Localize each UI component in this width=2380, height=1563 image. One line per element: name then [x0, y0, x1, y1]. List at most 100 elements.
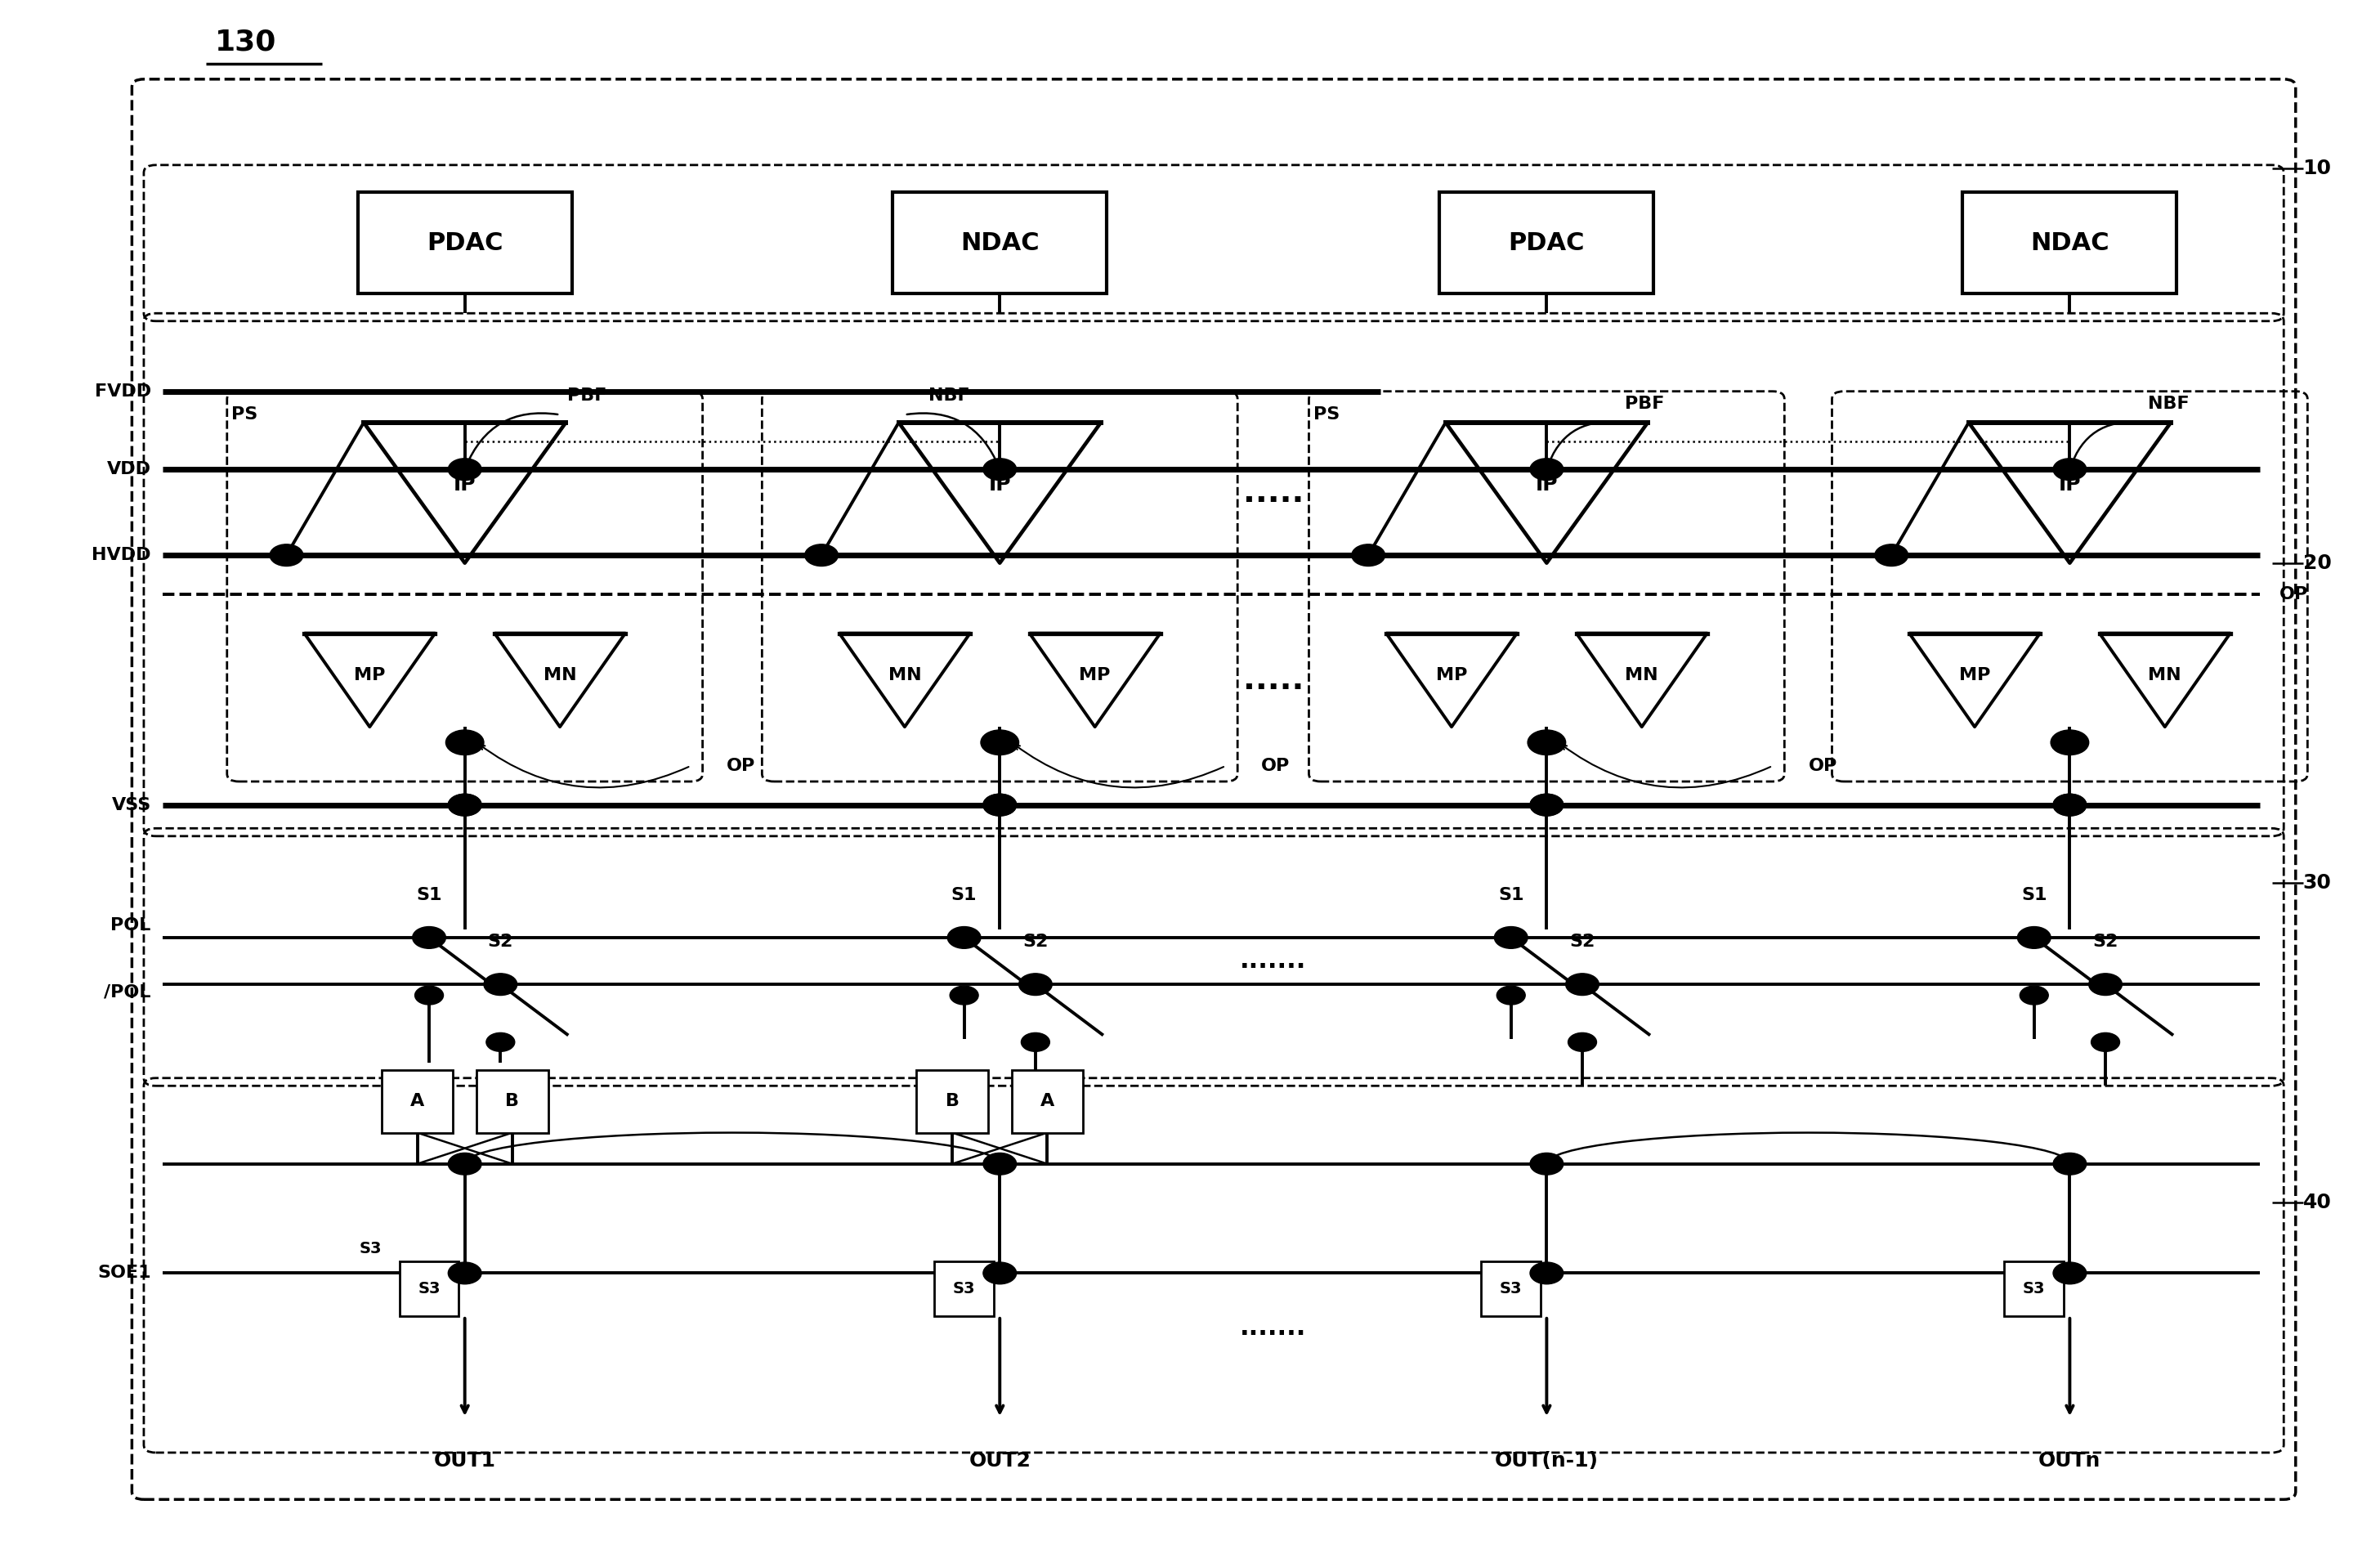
- Text: NBF: NBF: [2149, 395, 2190, 411]
- Circle shape: [447, 794, 481, 816]
- Circle shape: [2054, 1263, 2087, 1285]
- Text: PDAC: PDAC: [426, 231, 502, 255]
- Text: PBF: PBF: [566, 388, 607, 403]
- Circle shape: [983, 794, 1016, 816]
- Circle shape: [447, 458, 481, 480]
- Circle shape: [983, 1153, 1016, 1175]
- Circle shape: [2092, 1033, 2121, 1052]
- Text: NDAC: NDAC: [2030, 231, 2109, 255]
- Text: OUT(n-1): OUT(n-1): [1495, 1450, 1599, 1471]
- Text: S3: S3: [359, 1241, 381, 1257]
- Circle shape: [486, 1033, 514, 1052]
- Text: MN: MN: [543, 667, 576, 683]
- Circle shape: [414, 986, 443, 1005]
- Text: .......: .......: [1240, 1316, 1307, 1339]
- Circle shape: [1497, 986, 1526, 1005]
- Circle shape: [1495, 927, 1528, 949]
- Text: /POL: /POL: [105, 985, 150, 1000]
- Text: 130: 130: [214, 28, 276, 56]
- Text: S1: S1: [952, 886, 976, 903]
- Text: OP: OP: [1809, 758, 1837, 774]
- Text: S1: S1: [1497, 886, 1523, 903]
- Text: S2: S2: [2092, 933, 2118, 950]
- Text: MN: MN: [888, 667, 921, 683]
- Text: PS: PS: [1314, 406, 1340, 424]
- Circle shape: [804, 544, 838, 566]
- Bar: [916, 1071, 988, 1133]
- Text: S2: S2: [1023, 933, 1047, 950]
- Circle shape: [483, 974, 516, 996]
- Circle shape: [950, 986, 978, 1005]
- Circle shape: [2054, 794, 2087, 816]
- Circle shape: [1530, 794, 1564, 816]
- Circle shape: [447, 1153, 481, 1175]
- Bar: [400, 1261, 459, 1316]
- Circle shape: [1530, 1153, 1564, 1175]
- Text: SOE1: SOE1: [98, 1264, 150, 1282]
- Circle shape: [1568, 1033, 1597, 1052]
- Circle shape: [412, 927, 445, 949]
- Circle shape: [2054, 794, 2087, 816]
- Circle shape: [947, 927, 981, 949]
- Text: S3: S3: [419, 1282, 440, 1296]
- Text: OP: OP: [726, 758, 754, 774]
- Circle shape: [1530, 458, 1564, 480]
- Text: MP: MP: [1435, 667, 1466, 683]
- Text: POL: POL: [109, 917, 150, 933]
- Bar: [476, 1071, 547, 1133]
- Bar: [1964, 192, 2178, 294]
- Text: S3: S3: [2023, 1282, 2044, 1296]
- Circle shape: [2054, 458, 2087, 480]
- Circle shape: [2054, 1153, 2087, 1175]
- Text: S3: S3: [1499, 1282, 1523, 1296]
- Text: OUTn: OUTn: [2040, 1450, 2102, 1471]
- Text: 40: 40: [2304, 1193, 2332, 1213]
- Text: OP: OP: [1261, 758, 1290, 774]
- Text: A: A: [409, 1093, 424, 1110]
- Bar: [935, 1261, 995, 1316]
- Text: PBF: PBF: [1626, 395, 1664, 411]
- Text: S1: S1: [416, 886, 443, 903]
- Circle shape: [983, 794, 1016, 816]
- Circle shape: [983, 458, 1016, 480]
- Circle shape: [1528, 730, 1566, 755]
- Text: .....: .....: [1242, 477, 1304, 508]
- Circle shape: [2090, 974, 2123, 996]
- Text: MN: MN: [2149, 667, 2182, 683]
- Text: 20: 20: [2304, 553, 2332, 572]
- Text: B: B: [945, 1093, 959, 1110]
- Circle shape: [2018, 927, 2052, 949]
- Circle shape: [1021, 1033, 1050, 1052]
- Text: MP: MP: [1959, 667, 1990, 683]
- Text: PDAC: PDAC: [1509, 231, 1585, 255]
- Circle shape: [445, 730, 483, 755]
- Text: OP: OP: [2280, 586, 2309, 602]
- Text: IP: IP: [988, 475, 1012, 495]
- Text: MP: MP: [355, 667, 386, 683]
- Text: IP: IP: [2059, 475, 2080, 495]
- Text: .....: .....: [1242, 664, 1304, 696]
- Text: IP: IP: [455, 475, 476, 495]
- Bar: [357, 192, 571, 294]
- Text: OUT2: OUT2: [969, 1450, 1031, 1471]
- Text: .......: .......: [1240, 949, 1307, 972]
- Text: B: B: [505, 1093, 519, 1110]
- Text: S2: S2: [1568, 933, 1595, 950]
- Bar: [2004, 1261, 2063, 1316]
- Circle shape: [2052, 730, 2090, 755]
- Text: S1: S1: [2021, 886, 2047, 903]
- Circle shape: [981, 730, 1019, 755]
- Text: NBF: NBF: [928, 388, 969, 403]
- Circle shape: [1566, 974, 1599, 996]
- Text: PS: PS: [231, 406, 257, 424]
- Circle shape: [447, 1263, 481, 1285]
- Text: HVDD: HVDD: [93, 547, 150, 563]
- Circle shape: [1019, 974, 1052, 996]
- Circle shape: [1352, 544, 1385, 566]
- Text: VDD: VDD: [107, 461, 150, 478]
- Circle shape: [269, 544, 302, 566]
- Circle shape: [1875, 544, 1909, 566]
- Text: IP: IP: [1535, 475, 1559, 495]
- Circle shape: [2021, 986, 2049, 1005]
- Bar: [1440, 192, 1654, 294]
